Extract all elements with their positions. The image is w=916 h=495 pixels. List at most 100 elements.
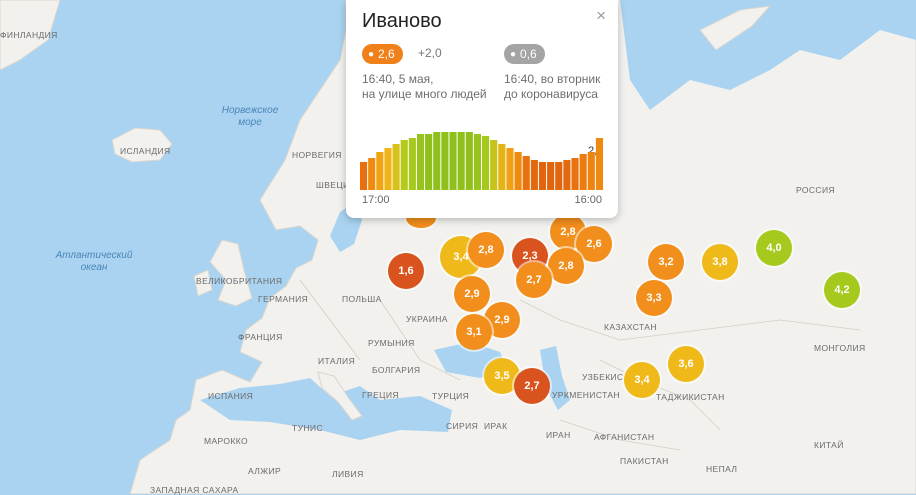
marker-value: 3,3 xyxy=(646,292,662,304)
label-france: ФРАНЦИЯ xyxy=(238,332,283,342)
water-mediterranean xyxy=(200,378,452,440)
label-norway: НОРВЕГИЯ xyxy=(292,150,342,160)
chart-bar xyxy=(482,136,490,190)
marker-city[interactable]: 4,0 xyxy=(756,230,792,266)
marker-value: 2,7 xyxy=(524,380,540,392)
current-level-pill: ● 2,6 xyxy=(362,44,403,64)
chart-bar xyxy=(368,158,376,190)
chart-bar xyxy=(547,162,555,190)
marker-value: 2,9 xyxy=(464,288,480,300)
marker-city[interactable]: 3,3 xyxy=(636,280,672,316)
label-romania: РУМЫНИЯ xyxy=(368,338,415,348)
marker-city[interactable]: 3,6 xyxy=(668,346,704,382)
land-britain xyxy=(209,239,253,307)
marker-value: 2,9 xyxy=(494,314,510,326)
label-turkmenistan: УРКМЕНИСТАН xyxy=(552,390,620,400)
marker-value: 3,2 xyxy=(658,256,674,268)
chart-bar xyxy=(514,152,522,190)
label-mongolia: МОНГОЛИЯ xyxy=(814,343,866,353)
chart-bar xyxy=(465,132,473,190)
hourly-chart xyxy=(360,132,603,190)
marker-value: 2,8 xyxy=(560,226,576,238)
baseline-desc-line1: 16:40, во вторник xyxy=(504,72,601,86)
label-great-britain: ВЕЛИКОБРИТАНИЯ xyxy=(196,276,283,286)
marker-city[interactable]: 2,7 xyxy=(516,262,552,298)
marker-value: 2,8 xyxy=(478,244,494,256)
chart-bar xyxy=(425,134,433,190)
popup-city-name: Иваново xyxy=(362,10,442,32)
land-italy xyxy=(317,371,363,421)
current-desc: 16:40, 5 мая, на улице много людей xyxy=(362,72,487,102)
chart-bar xyxy=(473,134,481,190)
marker-value: 3,4 xyxy=(634,374,650,386)
chart-bar xyxy=(506,148,514,190)
label-syria: СИРИЯ xyxy=(446,421,479,431)
marker-value: 4,0 xyxy=(766,242,782,254)
label-bulgaria: БОЛГАРИЯ xyxy=(372,365,421,375)
label-russia: РОССИЯ xyxy=(796,185,836,195)
marker-city[interactable]: 2,8 xyxy=(468,232,504,268)
label-nepal: НЕПАЛ xyxy=(706,464,738,474)
chart-bar xyxy=(457,132,465,190)
chart-bar xyxy=(571,158,579,190)
marker-value: 2,7 xyxy=(526,274,542,286)
label-germany: ГЕРМАНИЯ xyxy=(258,294,309,304)
land-iceland xyxy=(111,127,173,163)
chart-bar xyxy=(522,156,530,190)
chart-bar xyxy=(384,148,392,190)
person-icon: ● xyxy=(510,48,517,60)
marker-city[interactable]: 2,8 xyxy=(548,248,584,284)
label-spain: ИСПАНИЯ xyxy=(208,391,254,401)
label-ukraine: УКРАИНА xyxy=(406,314,448,324)
level-delta: +2,0 xyxy=(418,46,442,60)
marker-city[interactable]: 2,9 xyxy=(454,276,490,312)
baseline-desc: 16:40, во вторник до коронавируса xyxy=(504,72,600,102)
close-icon[interactable]: × xyxy=(596,6,606,25)
chart-bar xyxy=(579,154,587,190)
marker-value: 2,8 xyxy=(558,260,574,272)
chart-bar xyxy=(433,132,441,190)
marker-value: 3,8 xyxy=(712,256,728,268)
label-italy: ИТАЛИЯ xyxy=(318,356,356,366)
water-arctic xyxy=(620,0,916,110)
marker-city[interactable]: 2,7 xyxy=(514,368,550,404)
label-sweden: ШВЕЦИЯ xyxy=(316,180,357,190)
chart-time-start: 17:00 xyxy=(362,194,390,206)
label-china: КИТАЙ xyxy=(814,440,844,450)
chart-bar xyxy=(408,138,416,190)
label-uzbekistan: УЗБЕКИС xyxy=(582,372,624,382)
borders xyxy=(299,279,861,451)
chart-bar xyxy=(376,152,384,190)
current-level-value: 2,6 xyxy=(378,47,395,61)
marker-city[interactable]: 1,6 xyxy=(388,253,424,289)
label-pakistan: ПАКИСТАН xyxy=(620,456,669,466)
marker-city[interactable]: 3,2 xyxy=(648,244,684,280)
chart-bar xyxy=(392,144,400,190)
baseline-desc-line2: до коронавируса xyxy=(504,87,598,101)
label-libya: ЛИВИЯ xyxy=(332,469,364,479)
label-iceland: ИСЛАНДИЯ xyxy=(120,146,171,156)
label-norwegian-sea: Норвежское море xyxy=(221,105,279,128)
marker-value: 1,6 xyxy=(398,265,414,277)
baseline-level-pill: ● 0,6 xyxy=(504,44,545,64)
chart-bar xyxy=(538,162,547,190)
chart-bar xyxy=(498,144,506,190)
land-ireland xyxy=(193,269,213,297)
marker-value: 3,6 xyxy=(678,358,694,370)
chart-bar xyxy=(530,160,538,190)
chart-bar xyxy=(416,134,425,190)
label-greece: ГРЕЦИЯ xyxy=(362,390,399,400)
chart-bar xyxy=(587,152,595,190)
marker-city[interactable]: 3,1 xyxy=(456,314,492,350)
land-novaya-zemlya xyxy=(699,5,772,51)
label-poland: ПОЛЬША xyxy=(342,294,382,304)
marker-city[interactable]: 2,6 xyxy=(576,226,612,262)
marker-city[interactable]: 4,2 xyxy=(824,272,860,308)
label-kazakhstan: КАЗАХСТАН xyxy=(604,322,657,332)
marker-city[interactable]: 3,8 xyxy=(702,244,738,280)
marker-value: 3,5 xyxy=(494,370,510,382)
chart-time-end: 16:00 xyxy=(574,194,602,206)
label-afghanistan: АФГАНИСТАН xyxy=(594,432,655,442)
marker-city[interactable]: 3,4 xyxy=(624,362,660,398)
marker-value: 3,1 xyxy=(466,326,482,338)
